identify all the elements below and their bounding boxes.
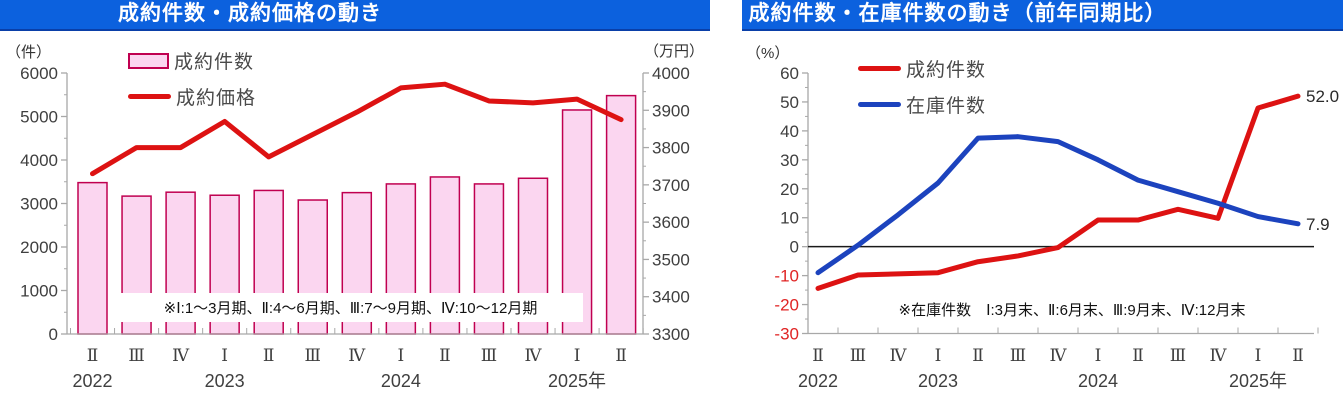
left-y-axis-label: 4000: [20, 151, 58, 170]
deal-count-legend-label: 成約件数: [174, 52, 255, 73]
y-axis-label: 10: [780, 209, 799, 228]
right-chart-title-bar: 成約件数・在庫件数の動き（前年同期比）: [742, 0, 1343, 31]
left-chart-title-bar: 成約件数・成約価格の動き: [0, 0, 710, 31]
right-y-axis-label: 4000: [652, 64, 690, 83]
quarter-label: Ⅲ: [305, 346, 321, 365]
series-end-value-label: 52.0: [1306, 87, 1339, 106]
legend-item-price: 成約価格: [128, 83, 256, 110]
quarter-label: Ⅳ: [172, 346, 190, 365]
quarter-label: Ⅱ: [87, 346, 99, 365]
y-axis-label: 60: [780, 64, 799, 83]
y-axis-label: 40: [780, 122, 799, 141]
quarter-label: Ⅰ: [1255, 346, 1262, 365]
contract-count-price-plot: 0 1000 2000 3000 4000 5000 6000 3300 3400 3500 360…: [20, 64, 690, 391]
left-chart-title: 成約件数・成約価格の動き: [118, 2, 382, 25]
deal-count-bar-swatch: [128, 52, 169, 69]
quarter-label: Ⅲ: [481, 346, 497, 365]
quarter-label: Ⅰ: [1095, 346, 1102, 365]
right-chart-title: 成約件数・在庫件数の動き（前年同期比）: [748, 2, 1167, 25]
year-label: 2023: [918, 371, 958, 391]
right-y-axis-label: 3900: [652, 101, 690, 120]
left-y-axis-label: 3000: [20, 195, 58, 214]
yoy-contract-stock-chart-panel: -30 -20 -10 0 10 20 30 40 50 60 52.0 7.9 Ⅱ Ⅲ Ⅳ Ⅰ Ⅱ Ⅲ Ⅳ Ⅰ Ⅱ Ⅲ Ⅳ…: [742, 0, 1343, 407]
stock-yoy-legend-label: 在庫件数: [906, 96, 987, 117]
price-legend-label: 成約価格: [176, 88, 257, 109]
legend-item-deal-count: 成約件数: [128, 47, 256, 74]
quarter-label: Ⅲ: [128, 346, 144, 365]
left-axis-unit-label: （件）: [6, 44, 52, 61]
y-axis-label: 50: [780, 93, 799, 112]
legend-item-sales-yoy: 成約件数: [858, 55, 986, 82]
year-label: 2025年: [548, 371, 606, 391]
quarter-label: Ⅱ: [812, 346, 824, 365]
quarter-label: Ⅱ: [1292, 346, 1304, 365]
right-y-axis-label: 3500: [652, 250, 690, 269]
year-label: 2024: [381, 371, 421, 391]
quarter-label: Ⅱ: [439, 346, 451, 365]
quarter-label: Ⅳ: [525, 346, 543, 365]
quarter-label: Ⅳ: [890, 346, 908, 365]
quarter-label: Ⅲ: [1170, 346, 1186, 365]
stock-month-end-note: ※在庫件数 Ⅰ:3月末、Ⅱ:6月末、Ⅲ:9月末、Ⅳ:12月末: [862, 296, 1282, 322]
price-line-swatch: [128, 94, 171, 99]
price-line: [90, 81, 624, 177]
quarter-label: Ⅰ: [574, 346, 581, 365]
y-axis-label: -20: [774, 296, 799, 315]
sales-yoy-line: [815, 93, 1301, 291]
percent-axis-unit-label: （%）: [746, 45, 790, 62]
left-y-axis-label: 2000: [20, 238, 58, 257]
quarter-label: Ⅲ: [1010, 346, 1026, 365]
deal-count-bar: [77, 181, 108, 335]
year-label: 2023: [205, 371, 245, 391]
y-axis-label: -30: [774, 325, 799, 344]
quarter-label: Ⅱ: [615, 346, 627, 365]
quarter-label: Ⅳ: [1210, 346, 1228, 365]
left-chart-legend: 成約件数 成約価格: [128, 47, 256, 119]
year-label: 2022: [72, 371, 112, 391]
stock-yoy-line: [815, 134, 1301, 276]
series-end-value-label: 7.9: [1306, 215, 1330, 234]
right-axis-unit-label: （万円）: [644, 43, 705, 60]
right-y-axis-label: 3800: [652, 139, 690, 158]
left-y-axis-label: 1000: [20, 282, 58, 301]
quarter-label: Ⅱ: [263, 346, 275, 365]
quarter-label: Ⅰ: [221, 346, 228, 365]
quarter-label: Ⅲ: [850, 346, 866, 365]
left-y-axis-label: 5000: [20, 108, 58, 127]
quarter-label: Ⅳ: [1050, 346, 1068, 365]
right-y-axis-label: 3600: [652, 213, 690, 232]
year-label: 2024: [1078, 371, 1118, 391]
yoy-contract-stock-plot: -30 -20 -10 0 10 20 30 40 50 60 52.0 7.9 Ⅱ Ⅲ Ⅳ Ⅰ Ⅱ Ⅲ Ⅳ Ⅰ Ⅱ Ⅲ Ⅳ…: [774, 64, 1339, 391]
quarter-label: Ⅱ: [972, 346, 984, 365]
left-y-axis-label: 6000: [20, 64, 58, 83]
quarter-label: Ⅰ: [935, 346, 942, 365]
y-axis-label: -10: [774, 267, 799, 286]
stock-yoy-line-swatch: [858, 102, 901, 107]
right-y-axis-label: 3700: [652, 176, 690, 195]
right-y-axis-label: 3400: [652, 288, 690, 307]
quarter-definition-note: ※Ⅰ:1～3月期、Ⅱ:4～6月期、Ⅲ:7～9月期、Ⅳ:10～12月期: [118, 293, 583, 322]
contract-count-price-chart-panel: 0 1000 2000 3000 4000 5000 6000 3300 3400 3500 360…: [0, 0, 710, 391]
right-chart-legend: 成約件数 在庫件数: [858, 55, 986, 127]
quarter-label: Ⅱ: [1132, 346, 1144, 365]
left-y-axis-label: 0: [49, 325, 58, 344]
y-axis-label: 30: [780, 151, 799, 170]
quarter-label: Ⅰ: [397, 346, 404, 365]
legend-item-stock-yoy: 在庫件数: [858, 91, 986, 118]
quarter-label: Ⅳ: [348, 346, 366, 365]
y-axis-label: 20: [780, 180, 799, 199]
sales-yoy-legend-label: 成約件数: [906, 60, 987, 81]
y-axis-label: 0: [790, 238, 799, 257]
right-y-axis-label: 3300: [652, 325, 690, 344]
year-label: 2022: [798, 371, 838, 391]
sales-yoy-line-swatch: [858, 66, 901, 71]
deal-count-bar: [605, 94, 637, 335]
year-label: 2025年: [1229, 371, 1287, 391]
